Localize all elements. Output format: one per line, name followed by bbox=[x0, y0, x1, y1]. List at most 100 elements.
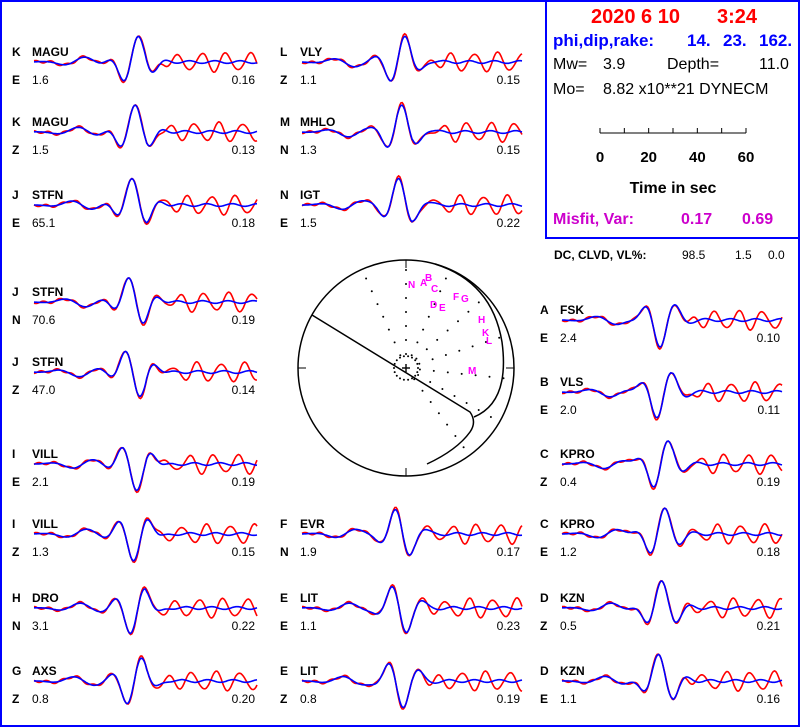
beachball-station-label: D bbox=[430, 300, 437, 311]
synthetic-waveform bbox=[562, 580, 783, 624]
center-dot-ring bbox=[395, 359, 398, 362]
trace-letter: E bbox=[280, 591, 288, 605]
time-scale-tick-label: 20 bbox=[640, 149, 657, 166]
pressure-dot bbox=[433, 303, 436, 306]
synthetic-waveform bbox=[34, 177, 258, 224]
trace-station: VILL bbox=[32, 517, 58, 531]
beachball-station-label: N bbox=[408, 280, 415, 291]
trace-max-amplitude: 1.5 bbox=[300, 216, 317, 230]
clvd-value: 1.5 bbox=[735, 248, 752, 262]
pressure-dot bbox=[405, 339, 407, 341]
trace-variance-reduction: 0.17 bbox=[497, 545, 521, 559]
pressure-dot bbox=[457, 320, 459, 323]
synthetic-waveform bbox=[562, 371, 783, 419]
pressure-dot bbox=[446, 423, 449, 426]
trace-variance-reduction: 0.22 bbox=[232, 619, 256, 633]
observed-waveform bbox=[301, 174, 523, 223]
trace-letter: D bbox=[540, 591, 549, 605]
synthetic-waveform bbox=[302, 177, 523, 223]
beachball-station-label: H bbox=[478, 315, 485, 326]
trace-letter: L bbox=[280, 45, 287, 59]
pressure-dot bbox=[416, 341, 419, 344]
pressure-dot bbox=[405, 311, 407, 313]
pressure-dot bbox=[365, 277, 368, 280]
trace-station: MAGU bbox=[32, 45, 69, 59]
misfit-value: 0.17 bbox=[681, 211, 713, 228]
center-dot-ring bbox=[399, 356, 401, 359]
trace-variance-reduction: 0.19 bbox=[232, 313, 256, 327]
trace-letter: K bbox=[12, 45, 21, 59]
trace-panel-vly-z: L VLY Z 1.1 0.15 bbox=[280, 32, 523, 87]
trace-component: N bbox=[12, 619, 21, 633]
trace-panel-lit-e: E LIT E 1.1 0.23 bbox=[280, 583, 523, 635]
synthetic-waveform bbox=[562, 653, 783, 701]
observed-waveform bbox=[562, 372, 783, 421]
moment-label: Mo= bbox=[553, 81, 585, 98]
trace-letter: F bbox=[280, 517, 287, 531]
pressure-dot bbox=[429, 401, 432, 403]
trace-variance-reduction: 0.13 bbox=[232, 143, 256, 157]
trace-max-amplitude: 1.1 bbox=[300, 619, 317, 633]
trace-letter: D bbox=[540, 664, 549, 678]
trace-max-amplitude: 1.3 bbox=[32, 545, 49, 559]
trace-letter: B bbox=[540, 375, 549, 389]
phi-dip-rake-label: phi,dip,rake: bbox=[553, 31, 655, 50]
center-dot-ring bbox=[414, 374, 417, 377]
beachball-station-label: G bbox=[461, 294, 469, 305]
misfit-label: Misfit, Var: bbox=[553, 211, 634, 228]
pressure-dot bbox=[431, 358, 434, 361]
dc-clvd-vl-label: DC, CLVD, VL%: bbox=[554, 248, 647, 262]
trace-panel-lit-z: E LIT Z 0.8 0.19 bbox=[280, 661, 523, 710]
event-date: 2020 6 10 bbox=[591, 6, 680, 28]
trace-station: AXS bbox=[32, 664, 57, 678]
trace-panel-kpro-e: C KPRO E 1.2 0.18 bbox=[540, 507, 783, 559]
pressure-dot bbox=[458, 349, 461, 352]
trace-panel-vill-e: I VILL E 2.1 0.19 bbox=[12, 446, 258, 494]
synthetic-waveform bbox=[33, 518, 258, 562]
center-dot-ring bbox=[395, 374, 398, 377]
pressure-dot bbox=[421, 389, 424, 392]
dc-value: 98.5 bbox=[682, 248, 706, 262]
trace-max-amplitude: 0.4 bbox=[560, 475, 577, 489]
nodal-plane-2 bbox=[434, 263, 505, 418]
trace-variance-reduction: 0.15 bbox=[497, 73, 521, 87]
trace-component: N bbox=[280, 143, 289, 157]
pressure-dot bbox=[471, 345, 474, 348]
trace-component: Z bbox=[540, 475, 547, 489]
trace-variance-reduction: 0.19 bbox=[757, 475, 781, 489]
pressure-dot bbox=[502, 377, 505, 380]
depth-value: 11.0 bbox=[759, 56, 789, 73]
depth-label: Depth= bbox=[667, 56, 720, 73]
synthetic-waveform bbox=[33, 35, 258, 82]
trace-station: LIT bbox=[300, 664, 319, 678]
center-dot-ring bbox=[411, 356, 413, 359]
trace-max-amplitude: 1.5 bbox=[32, 143, 49, 157]
trace-letter: I bbox=[12, 447, 15, 461]
trace-max-amplitude: 65.1 bbox=[32, 216, 56, 230]
rake-value: 162. bbox=[759, 31, 793, 50]
observed-waveform bbox=[33, 586, 258, 636]
trace-max-amplitude: 2.1 bbox=[32, 475, 49, 489]
trace-component: E bbox=[12, 475, 20, 489]
trace-component: Z bbox=[12, 545, 19, 559]
trace-max-amplitude: 2.0 bbox=[560, 403, 577, 417]
trace-station: STFN bbox=[32, 285, 63, 299]
phi-value: 14. bbox=[687, 31, 711, 50]
trace-station: KZN bbox=[560, 591, 585, 605]
center-dot-ring bbox=[414, 359, 417, 362]
beachball-station-label: L bbox=[486, 336, 492, 347]
pressure-dot bbox=[405, 283, 407, 285]
trace-max-amplitude: 1.9 bbox=[300, 545, 317, 559]
trace-station: IGT bbox=[300, 188, 321, 202]
pressure-dot bbox=[382, 315, 385, 318]
trace-component: E bbox=[280, 619, 288, 633]
observed-waveform bbox=[33, 446, 258, 494]
pressure-dot bbox=[436, 338, 439, 341]
synthetic-waveform bbox=[302, 508, 523, 557]
trace-panel-kzn-z: D KZN Z 0.5 0.21 bbox=[540, 579, 783, 633]
trace-max-amplitude: 3.1 bbox=[32, 619, 49, 633]
trace-letter: G bbox=[12, 664, 21, 678]
trace-component: N bbox=[280, 545, 289, 559]
beachball-station-label: A bbox=[420, 278, 427, 289]
trace-variance-reduction: 0.16 bbox=[757, 692, 781, 706]
